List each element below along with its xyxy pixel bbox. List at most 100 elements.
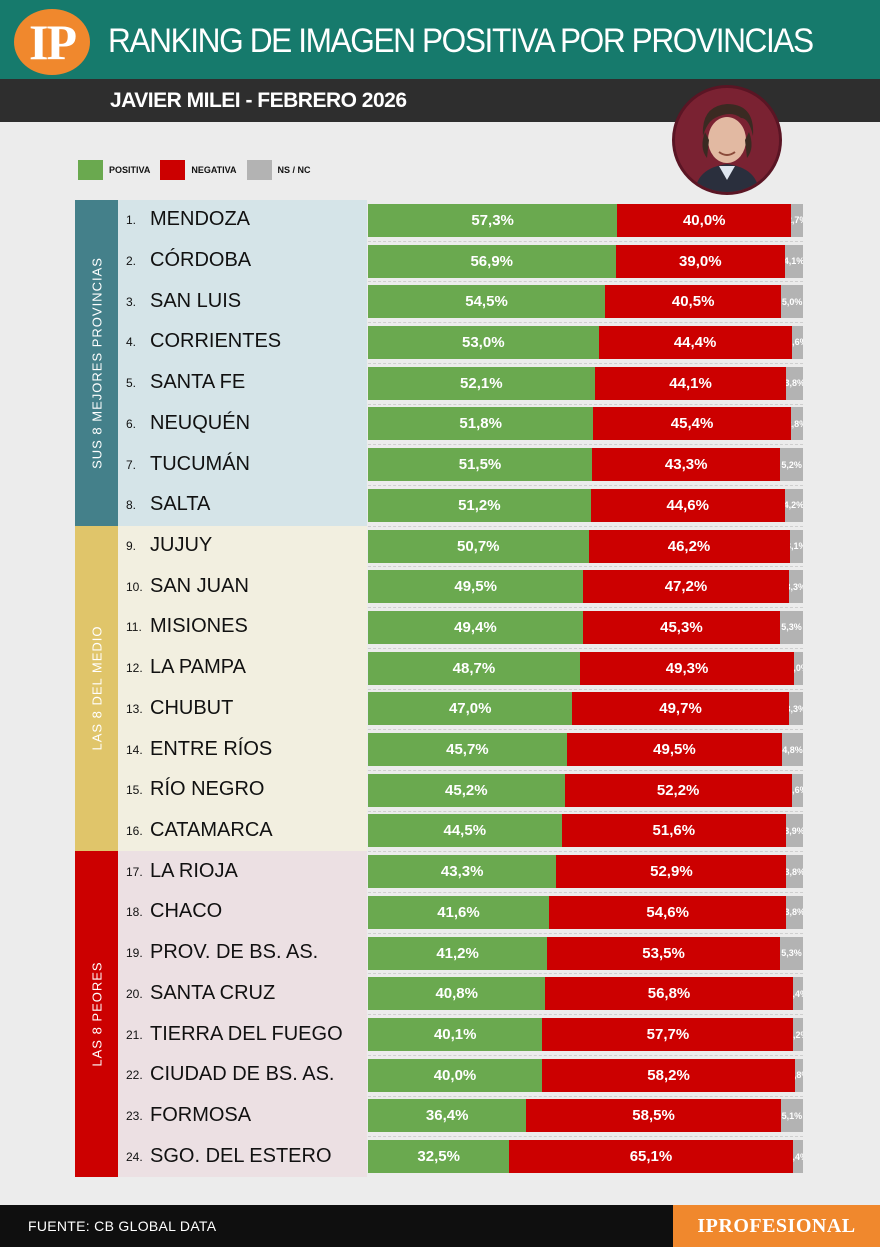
bar-nsnc: 2,4% (792, 977, 803, 1011)
group-label: LAS 8 DEL MEDIO (89, 625, 104, 752)
bar-positiva: 51,5% (368, 448, 593, 482)
rank-number: 12. (126, 661, 143, 676)
bar-row: 44,5% 51,6% 3,9% (368, 814, 803, 848)
row-separator (368, 851, 803, 853)
bar-negativa: 44,1% (594, 366, 787, 400)
row-separator (368, 362, 803, 364)
bar-negativa-label: 39,0% (679, 252, 722, 270)
rank-number: 15. (126, 783, 143, 798)
bar-row: 40,8% 56,8% 2,4% (368, 977, 803, 1011)
bar-negativa: 57,7% (542, 1018, 794, 1052)
bar-nsnc-label: 3,8% (786, 378, 803, 389)
portrait-illustration (675, 88, 779, 192)
bar-negativa: 49,7% (572, 692, 789, 726)
province-name: SAN JUAN (150, 574, 249, 597)
province-name: RÍO NEGRO (150, 778, 265, 801)
rank-number: 19. (126, 946, 143, 961)
bar-nsnc: 5,3% (779, 936, 803, 970)
bar-row: 40,1% 57,7% 2,2% (368, 1018, 803, 1052)
bar-row: 56,9% 39,0% 4,1% (368, 244, 803, 278)
bar-positiva: 53,0% (368, 325, 599, 359)
bar-nsnc-label: 3,8% (786, 907, 803, 918)
bar-positiva-label: 54,5% (465, 293, 508, 311)
rank-number: 5. (126, 376, 137, 391)
bar-positiva-label: 51,2% (458, 496, 501, 514)
province-name: SALTA (150, 493, 211, 516)
bar-nsnc-label: 5,1% (781, 1110, 803, 1121)
bar-nsnc: 5,2% (780, 448, 803, 482)
bar-positiva: 40,1% (368, 1018, 543, 1052)
bar-positiva: 50,7% (368, 529, 589, 563)
bar-positiva-label: 32,5% (417, 1148, 460, 1166)
legend-label-nsnc: NS / NC (277, 165, 311, 175)
bar-positiva-label: 49,5% (454, 578, 497, 596)
bar-negativa: 43,3% (592, 448, 781, 482)
bar-negativa-label: 44,6% (666, 496, 709, 514)
bar-negativa-label: 46,2% (667, 537, 711, 555)
row-separator (368, 403, 803, 405)
rank-number: 7. (126, 457, 137, 472)
bar-negativa: 52,9% (556, 855, 787, 889)
legend-swatch-positiva (78, 160, 103, 180)
bar-positiva: 43,3% (368, 855, 557, 889)
row-separator (368, 1054, 803, 1056)
province-name: LA RIOJA (150, 859, 238, 882)
bar-negativa: 47,2% (583, 570, 789, 604)
bar-nsnc: 4,1% (785, 244, 803, 278)
row-separator (368, 281, 803, 283)
bar-nsnc: 4,2% (784, 488, 803, 522)
row-separator (368, 566, 803, 568)
group-band (118, 851, 367, 1177)
bar-positiva-label: 40,1% (433, 1026, 477, 1044)
bar-positiva: 57,3% (368, 203, 618, 237)
bar-negativa: 49,5% (566, 733, 783, 767)
row-separator (368, 1014, 803, 1016)
bar-positiva-label: 57,3% (471, 211, 514, 229)
bar-nsnc: 2,4% (792, 1140, 803, 1174)
row-separator (368, 444, 803, 446)
rank-number: 4. (126, 335, 137, 350)
group-band (118, 525, 367, 852)
bar-nsnc-label: 4,1% (785, 256, 803, 267)
province-name: CÓRDOBA (150, 249, 252, 272)
rank-number: 3. (126, 294, 137, 309)
bar-nsnc: 2,2% (793, 1018, 803, 1052)
bar-negativa-label: 47,2% (664, 578, 708, 596)
bar-negativa: 53,5% (547, 936, 780, 970)
header-bar: IP RANKING DE IMAGEN POSITIVA POR PROVIN… (0, 0, 880, 79)
rank-number: 14. (126, 742, 143, 757)
bar-negativa: 54,6% (548, 895, 787, 929)
bar-nsnc-label: 3,3% (789, 703, 803, 714)
bar-nsnc-label: 3,1% (790, 541, 803, 552)
bar-negativa-label: 40,5% (671, 293, 715, 311)
legend: POSITIVA NEGATIVA NS / NC (78, 160, 321, 180)
bar-nsnc: 2,0% (794, 651, 803, 685)
bar-row: 51,2% 44,6% 4,2% (368, 488, 803, 522)
bar-negativa: 39,0% (615, 244, 786, 278)
bar-nsnc-label: 2,6% (792, 337, 803, 348)
bar-nsnc: 3,3% (788, 692, 803, 726)
group-label: LAS 8 PEORES (89, 961, 104, 1067)
bar-nsnc: 1,8% (795, 1058, 803, 1092)
province-name: SAN LUIS (150, 289, 242, 312)
bar-negativa-label: 49,5% (653, 741, 696, 759)
province-name: CHACO (150, 900, 223, 923)
bar-row: 49,4% 45,3% 5,3% (368, 610, 803, 644)
row-separator (368, 810, 803, 812)
bar-positiva: 54,5% (368, 285, 606, 319)
bar-nsnc: 3,1% (789, 529, 803, 563)
bar-negativa-label: 54,6% (646, 903, 689, 921)
row-separator (368, 1095, 803, 1097)
bar-nsnc-label: 3,9% (786, 825, 803, 836)
legend-label-negativa: NEGATIVA (191, 165, 237, 175)
rank-number: 16. (126, 823, 143, 838)
bar-nsnc-label: 4,2% (784, 500, 803, 511)
bar-negativa: 58,5% (526, 1099, 781, 1133)
bar-negativa-label: 45,4% (670, 415, 714, 433)
bar-row: 51,8% 45,4% 2,8% (368, 407, 803, 441)
source-note: FUENTE: CB GLOBAL DATA (28, 1218, 217, 1234)
bar-positiva: 56,9% (368, 244, 616, 278)
bar-positiva-label: 43,3% (440, 863, 484, 881)
group-label: SUS 8 MEJORES PROVINCIAS (89, 256, 104, 469)
province-name: MISIONES (150, 615, 248, 638)
